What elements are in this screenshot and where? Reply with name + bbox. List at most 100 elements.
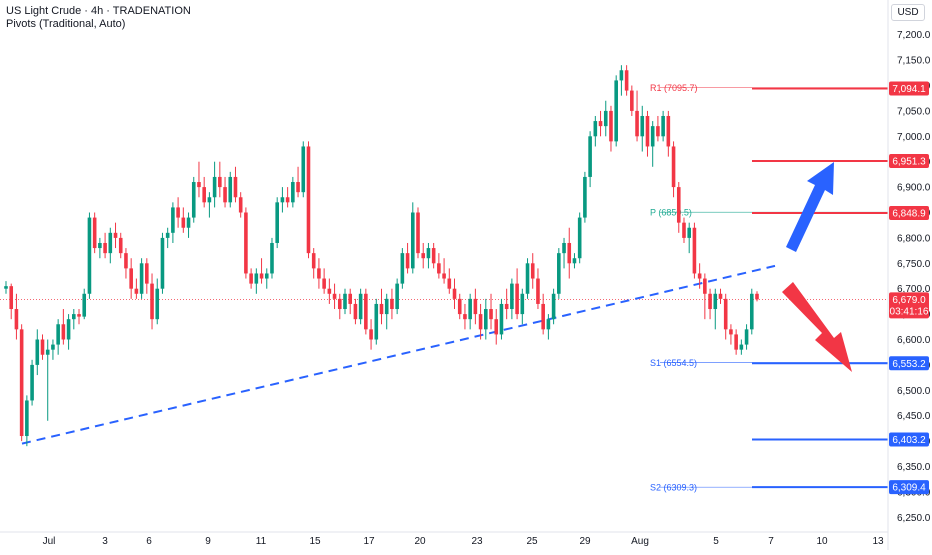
candle[interactable] (45, 339, 50, 421)
candle[interactable] (51, 339, 55, 360)
candle[interactable] (207, 192, 212, 218)
candle[interactable] (390, 288, 394, 320)
candle[interactable] (650, 121, 655, 167)
candle[interactable] (150, 273, 154, 330)
candle[interactable] (598, 110, 603, 137)
candle[interactable] (364, 288, 368, 335)
candle[interactable] (40, 334, 45, 360)
candle[interactable] (311, 248, 316, 279)
candle[interactable] (291, 176, 295, 208)
candle[interactable] (718, 288, 723, 304)
candle[interactable] (249, 268, 253, 289)
candle[interactable] (421, 242, 426, 269)
candle[interactable] (676, 182, 681, 233)
candle[interactable] (118, 232, 123, 259)
candle[interactable] (25, 395, 29, 447)
candle[interactable] (238, 192, 243, 218)
candle[interactable] (212, 161, 217, 208)
candle[interactable] (437, 253, 441, 279)
candle[interactable] (134, 278, 139, 299)
candle[interactable] (348, 288, 353, 315)
candle[interactable] (98, 237, 102, 259)
candle[interactable] (734, 329, 738, 355)
candle[interactable] (515, 268, 519, 320)
candle[interactable] (583, 171, 587, 223)
candle[interactable] (619, 65, 624, 96)
candle[interactable] (155, 278, 160, 325)
candle[interactable] (176, 197, 180, 228)
candle[interactable] (369, 319, 373, 350)
candle[interactable] (614, 75, 618, 147)
candle[interactable] (744, 324, 749, 350)
candle[interactable] (692, 222, 697, 279)
candle[interactable] (145, 258, 149, 294)
candle[interactable] (129, 258, 133, 299)
candle[interactable] (108, 227, 113, 264)
candle[interactable] (546, 314, 551, 340)
candle[interactable] (202, 176, 206, 208)
candle[interactable] (426, 242, 431, 269)
candle[interactable] (87, 212, 92, 299)
trendline[interactable] (21, 264, 776, 445)
candle[interactable] (739, 339, 744, 355)
candle[interactable] (484, 298, 488, 340)
candle[interactable] (197, 161, 201, 198)
time-axis[interactable]: Jul 3 6 9 11 15 17 20 23 25 29 Aug 5 7 10 13 (0, 531, 888, 547)
candle[interactable] (572, 253, 577, 269)
candle[interactable] (609, 105, 613, 152)
candle[interactable] (468, 293, 472, 330)
candle[interactable] (30, 359, 34, 406)
candle[interactable] (640, 105, 645, 152)
candle[interactable] (56, 319, 60, 355)
candle[interactable] (343, 288, 347, 315)
candle[interactable] (494, 309, 499, 345)
candle[interactable] (557, 248, 561, 299)
candle[interactable] (61, 309, 66, 345)
candle[interactable] (666, 110, 671, 157)
candle[interactable] (697, 263, 702, 289)
candle[interactable] (400, 248, 405, 289)
candle[interactable] (66, 314, 71, 350)
candle[interactable] (379, 288, 384, 325)
candle[interactable] (19, 324, 24, 442)
candle[interactable] (395, 278, 399, 315)
candle[interactable] (296, 166, 300, 198)
candle[interactable] (671, 141, 676, 198)
candle[interactable] (35, 329, 40, 376)
candle[interactable] (723, 293, 728, 340)
candle[interactable] (504, 288, 509, 320)
candle[interactable] (447, 268, 452, 294)
candle[interactable] (139, 258, 144, 299)
candle[interactable] (405, 242, 410, 274)
candle[interactable] (541, 293, 545, 335)
candle[interactable] (218, 161, 222, 198)
candle[interactable] (749, 288, 754, 335)
candle[interactable] (259, 258, 264, 284)
candle[interactable] (264, 268, 269, 289)
candle[interactable] (171, 202, 175, 243)
candle[interactable] (431, 242, 436, 269)
candle[interactable] (223, 176, 227, 208)
candle[interactable] (228, 171, 233, 208)
candle[interactable] (270, 237, 274, 279)
candle[interactable] (181, 207, 186, 233)
candle[interactable] (536, 268, 540, 310)
candle[interactable] (301, 141, 306, 198)
candle[interactable] (160, 232, 165, 294)
candle[interactable] (630, 85, 634, 116)
candle[interactable] (525, 258, 530, 299)
candle[interactable] (233, 166, 238, 203)
candle[interactable] (77, 309, 81, 325)
candle[interactable] (478, 303, 483, 340)
candle[interactable] (191, 176, 196, 223)
candle[interactable] (551, 288, 556, 325)
candle[interactable] (473, 288, 478, 325)
candle[interactable] (593, 115, 598, 147)
candle[interactable] (603, 100, 608, 137)
candle[interactable] (703, 273, 707, 320)
candle[interactable] (567, 227, 572, 279)
candle[interactable] (124, 248, 128, 279)
candle[interactable] (244, 207, 248, 279)
candle[interactable] (682, 217, 686, 243)
